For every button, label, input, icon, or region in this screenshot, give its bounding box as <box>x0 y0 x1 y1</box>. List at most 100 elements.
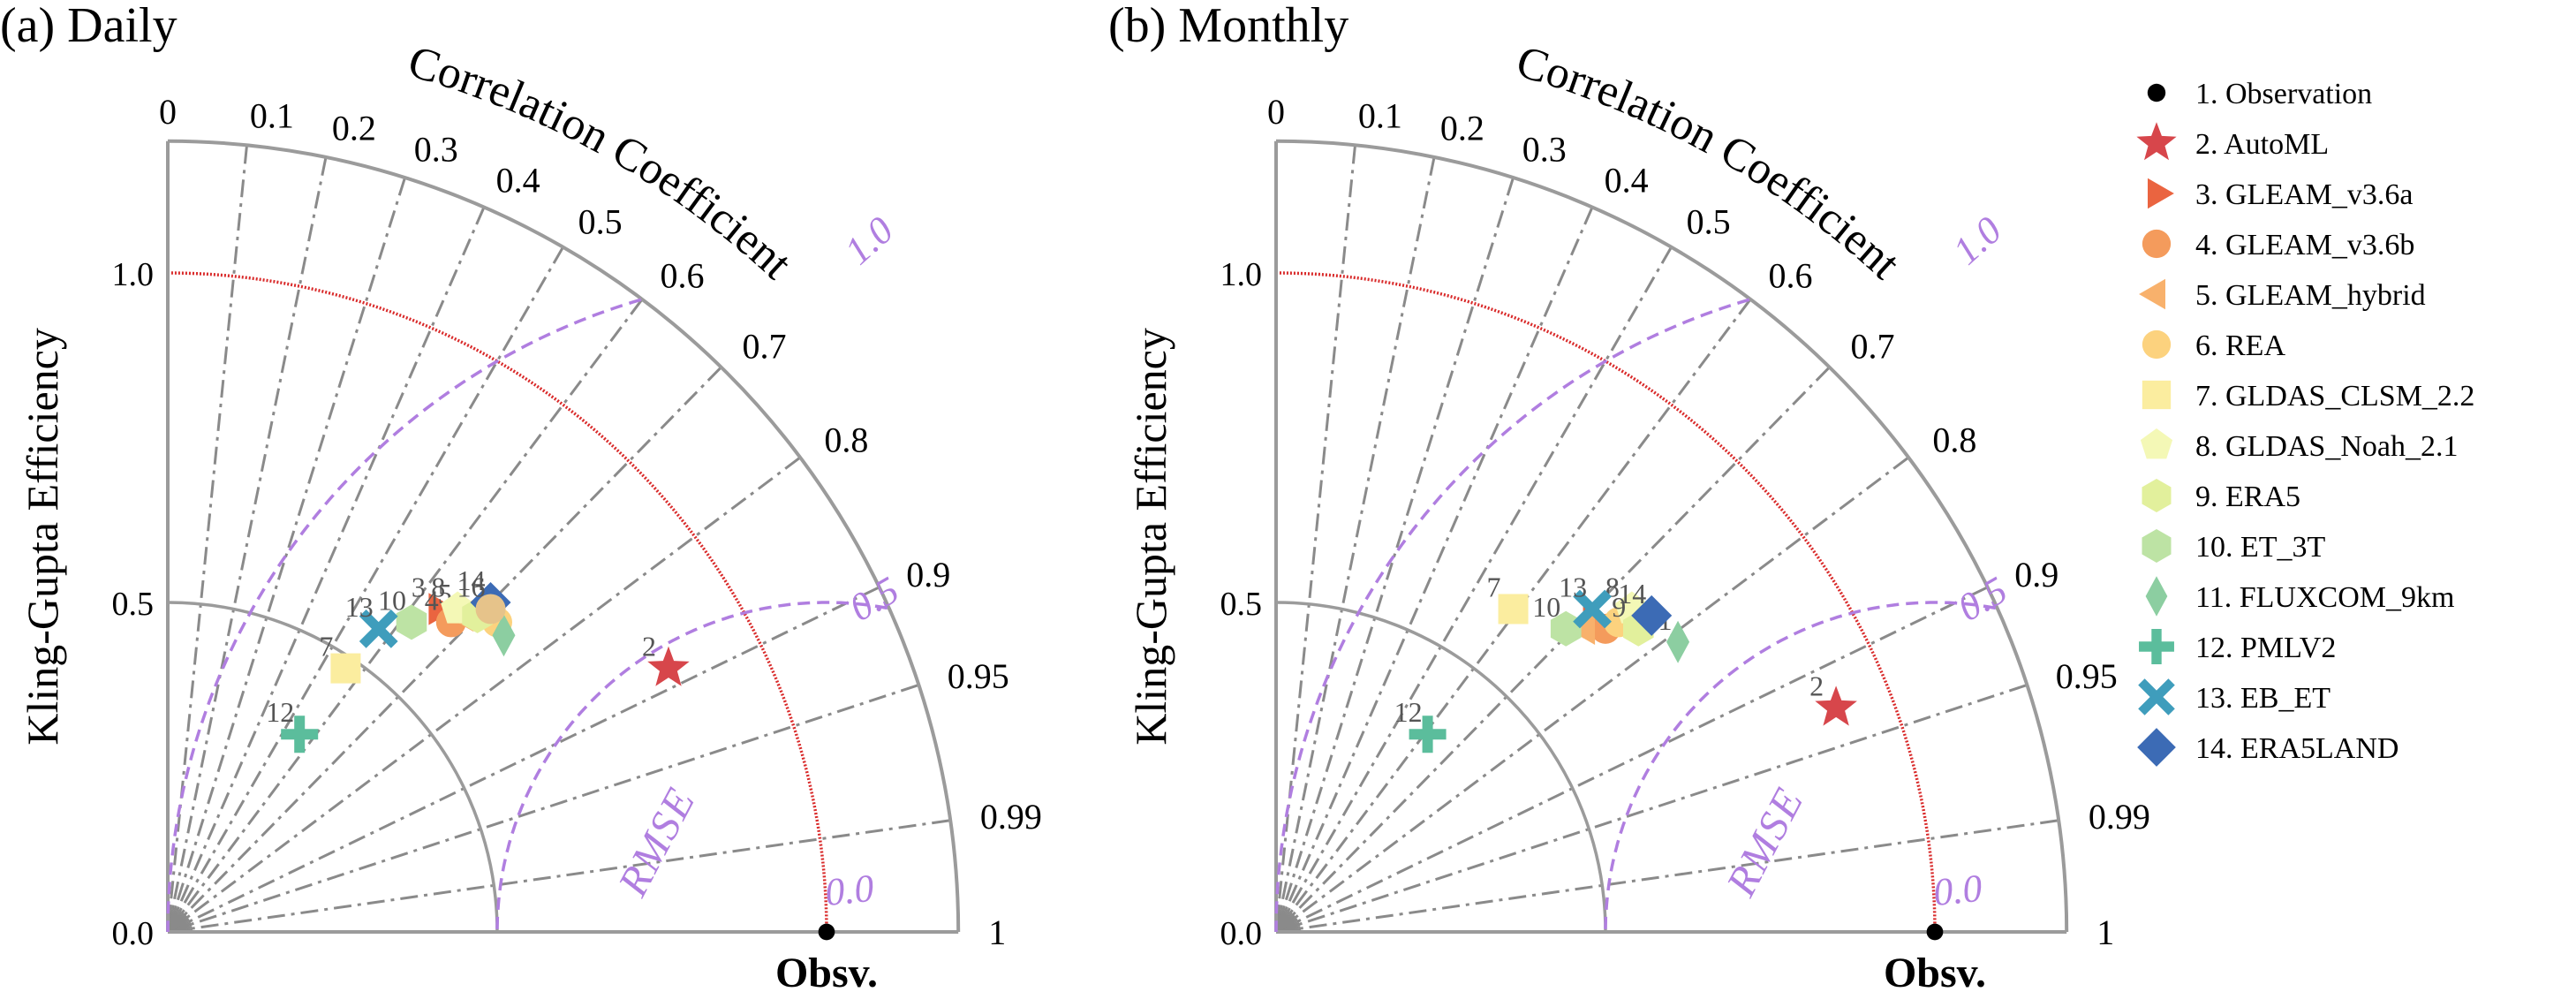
legend-marker-8 <box>2140 428 2173 459</box>
radial-tick-label-1.0: 1.0 <box>112 256 155 293</box>
correlation-axis-label-text: Correlation Coefficient <box>403 36 802 289</box>
correlation-axis-label: Correlation Coefficient <box>403 36 802 289</box>
data-point-label-9: 9 <box>1612 591 1626 623</box>
legend-label-12: 12. PMLV2 <box>2195 632 2336 664</box>
panel-title: (a) Daily <box>0 0 178 53</box>
reference-arc <box>167 271 828 933</box>
legend-marker-3 <box>2148 178 2174 209</box>
data-point-label-3: 3 <box>412 571 426 602</box>
legend-marker-10 <box>2142 529 2172 563</box>
legend-marker-11 <box>2145 576 2168 617</box>
correlation-tick-label-0.2: 0.2 <box>1440 109 1484 148</box>
data-point-12 <box>1409 716 1447 753</box>
legend-marker-5 <box>2139 278 2165 310</box>
legend-label-7: 7. GLDAS_CLSM_2.2 <box>2195 380 2474 413</box>
correlation-gridline-0.7 <box>166 366 722 934</box>
correlation-gridline-0.99 <box>1275 819 2059 934</box>
legend-marker-13 <box>2138 678 2175 716</box>
legend-label-9: 9. ERA5 <box>2195 481 2300 513</box>
data-point-label-8: 8 <box>431 571 445 602</box>
correlation-tick-label-0.4: 0.4 <box>1605 160 1649 200</box>
rmse-contour-label-0.0: 0.0 <box>823 867 876 914</box>
rmse-contour-label-1.0: 1.0 <box>1945 208 2010 273</box>
data-point-label-7: 7 <box>319 631 333 662</box>
legend-label-4: 4. GLEAM_v3.6b <box>2195 229 2414 261</box>
legend-label-6: 6. REA <box>2195 329 2285 362</box>
outer-arc <box>1275 139 2069 933</box>
legend-label-8: 8. GLDAS_Noah_2.1 <box>2195 430 2458 463</box>
correlation-tick-label-0.1: 0.1 <box>250 95 294 135</box>
correlation-gridline-0.5 <box>1274 246 1673 933</box>
correlation-tick-label-0.5: 0.5 <box>578 201 623 241</box>
data-point-label-13: 13 <box>345 591 374 623</box>
data-point-11 <box>492 614 516 657</box>
data-point-label-16: 16 <box>457 571 486 602</box>
correlation-tick-label-0.5: 0.5 <box>1687 201 1731 241</box>
correlation-tick-label-0.6: 0.6 <box>1769 256 1813 296</box>
data-point-1 <box>818 923 835 941</box>
legend-marker-6 <box>2142 329 2172 360</box>
correlation-gridline-0.95 <box>167 684 919 934</box>
rmse-contour-label-0.5: 0.5 <box>842 568 906 630</box>
correlation-tick-label-0.6: 0.6 <box>661 256 705 296</box>
correlation-axis-label: Correlation Coefficient <box>1511 36 1910 289</box>
correlation-gridline-0.3 <box>166 177 406 933</box>
data-point-2 <box>647 646 690 686</box>
correlation-tick-label-0: 0 <box>1267 92 1285 132</box>
legend-marker-4 <box>2142 229 2172 259</box>
data-point-label-14: 14 <box>1618 578 1646 610</box>
correlation-gridline-0.3 <box>1274 177 1515 933</box>
correlation-gridline-0.95 <box>1275 684 2028 934</box>
data-point-1 <box>1926 923 1944 941</box>
legend-label-2: 2. AutoML <box>2195 128 2329 161</box>
data-point-3 <box>428 593 457 625</box>
data-point-2 <box>1815 685 1857 726</box>
legend-label-14: 14. ERA5LAND <box>2195 732 2398 765</box>
data-point-7 <box>330 653 361 684</box>
reference-label: Obsv. <box>1884 950 1986 996</box>
data-point-10 <box>1550 610 1582 647</box>
legend-label-1: 1. Observation <box>2195 78 2372 110</box>
data-point-label-2: 2 <box>642 631 656 662</box>
correlation-tick-label-0.4: 0.4 <box>496 160 540 200</box>
legend-label-3: 3. GLEAM_v3.6a <box>2195 178 2413 211</box>
legend-marker-1 <box>2147 83 2166 102</box>
radial-tick-label-1.0: 1.0 <box>1220 256 1263 293</box>
data-point-12 <box>281 716 319 753</box>
correlation-tick-label-1: 1 <box>988 912 1006 952</box>
correlation-tick-label-0.7: 0.7 <box>742 326 786 366</box>
correlation-tick-label-0.9: 0.9 <box>906 555 950 594</box>
correlation-gridline-0.5 <box>166 246 564 933</box>
correlation-gridline-0.1 <box>166 145 249 933</box>
radial-tick-label-0.0: 0.0 <box>1220 915 1263 952</box>
legend-marker-14 <box>2137 728 2176 767</box>
data-point-13 <box>359 609 398 648</box>
correlation-tick-label-0.7: 0.7 <box>1850 326 1894 366</box>
correlation-tick-label-1: 1 <box>2096 912 2114 952</box>
legend: 1. Observation 2. AutoML 3. GLEAM_v3.6a 4. … <box>2136 78 2474 767</box>
correlation-tick-label-0.9: 0.9 <box>2014 555 2059 594</box>
correlation-gridline-0.4 <box>1274 206 1594 933</box>
legend-label-11: 11. FLUXCOM_9km <box>2195 581 2454 614</box>
data-point-label-12: 12 <box>1394 696 1423 728</box>
data-point-16 <box>475 594 506 625</box>
rmse-contour-label-0.5: 0.5 <box>1951 568 2014 630</box>
data-point-label-13: 13 <box>1559 571 1587 602</box>
legend-label-5: 5. GLEAM_hybrid <box>2195 279 2426 312</box>
data-point-label-10: 10 <box>1532 591 1560 623</box>
correlation-gridline-0.9 <box>1275 586 1989 934</box>
data-point-label-2: 2 <box>1809 670 1824 701</box>
rmse-contour-1.0 <box>166 298 642 933</box>
correlation-gridline-0.2 <box>1274 156 1436 933</box>
data-point-10 <box>396 604 427 640</box>
data-point-label-12: 12 <box>266 696 294 728</box>
correlation-gridline-0.4 <box>166 206 486 933</box>
rmse-axis-label: RMSE <box>609 780 706 905</box>
correlation-gridline-0.8 <box>1275 456 1910 934</box>
data-point-13 <box>1573 589 1612 629</box>
reference-arc <box>1275 271 1937 933</box>
correlation-tick-label-0.99: 0.99 <box>980 797 1042 837</box>
